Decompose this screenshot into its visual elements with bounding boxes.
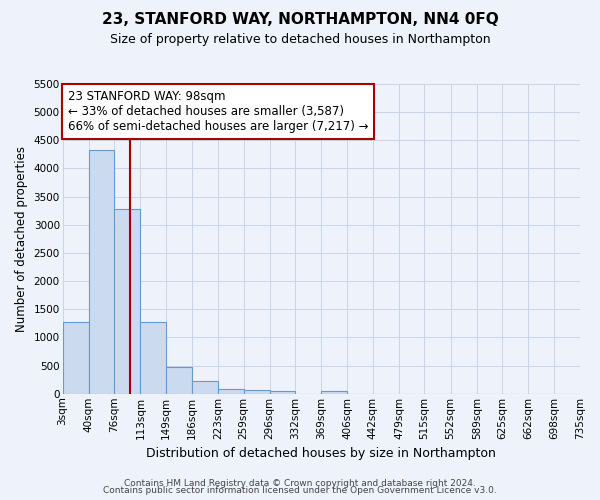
Bar — [166, 366, 192, 394]
Bar — [244, 390, 269, 394]
Bar — [62, 322, 89, 394]
Bar — [89, 150, 114, 394]
Bar — [321, 391, 347, 394]
Y-axis label: Number of detached properties: Number of detached properties — [15, 146, 28, 332]
Text: Size of property relative to detached houses in Northampton: Size of property relative to detached ho… — [110, 32, 490, 46]
Text: 23, STANFORD WAY, NORTHAMPTON, NN4 0FQ: 23, STANFORD WAY, NORTHAMPTON, NN4 0FQ — [101, 12, 499, 28]
Bar — [218, 388, 244, 394]
Bar — [192, 381, 218, 394]
Bar — [269, 391, 295, 394]
Bar — [114, 209, 140, 394]
X-axis label: Distribution of detached houses by size in Northampton: Distribution of detached houses by size … — [146, 447, 496, 460]
Text: Contains HM Land Registry data © Crown copyright and database right 2024.: Contains HM Land Registry data © Crown c… — [124, 478, 476, 488]
Text: Contains public sector information licensed under the Open Government Licence v3: Contains public sector information licen… — [103, 486, 497, 495]
Bar — [140, 322, 166, 394]
Text: 23 STANFORD WAY: 98sqm
← 33% of detached houses are smaller (3,587)
66% of semi-: 23 STANFORD WAY: 98sqm ← 33% of detached… — [68, 90, 368, 133]
